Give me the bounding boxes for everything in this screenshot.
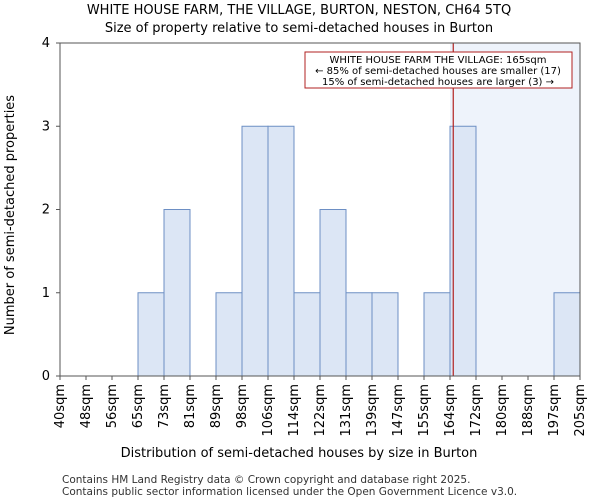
x-tick-label: 180sqm: [495, 384, 510, 437]
annotation-box: WHITE HOUSE FARM THE VILLAGE: 165sqm ← 8…: [304, 51, 573, 89]
y-tick-label: 1: [42, 286, 50, 301]
x-tick-label: 172sqm: [469, 384, 484, 437]
bar-139sqm: [371, 292, 399, 377]
x-tick-label: 197sqm: [547, 384, 562, 437]
chart-subtitle: Size of property relative to semi-detach…: [105, 21, 493, 36]
x-tick-label: 114sqm: [287, 384, 302, 437]
x-tick-label: 56sqm: [105, 384, 120, 428]
y-axis-label: Number of semi-detached properties: [3, 95, 18, 335]
bar-106sqm: [267, 125, 295, 377]
bar-114sqm: [293, 292, 321, 377]
bar-73sqm: [163, 209, 191, 377]
x-tick-label: 122sqm: [313, 384, 328, 437]
x-tick-label: 139sqm: [365, 384, 380, 437]
x-tick-label: 98sqm: [235, 384, 250, 428]
footer-line-2: Contains public sector information licen…: [62, 486, 517, 498]
x-tick-label: 155sqm: [417, 384, 432, 437]
y-tick-label: 2: [42, 203, 50, 218]
x-tick-label: 106sqm: [261, 384, 276, 437]
bar-98sqm: [241, 125, 269, 377]
bar-164sqm: [449, 125, 477, 377]
chart-title: WHITE HOUSE FARM, THE VILLAGE, BURTON, N…: [87, 3, 511, 18]
y-tick-label: 3: [42, 119, 50, 134]
bar-155sqm: [423, 292, 451, 377]
bar-65sqm: [137, 292, 165, 377]
y-tick-label: 0: [42, 369, 50, 384]
footer-line-1: Contains HM Land Registry data © Crown c…: [62, 474, 470, 486]
x-tick-label: 48sqm: [79, 384, 94, 428]
bar-131sqm: [345, 292, 373, 377]
y-tick-label: 4: [42, 36, 50, 51]
bar-197sqm: [553, 292, 581, 377]
annotation-line-1: WHITE HOUSE FARM THE VILLAGE: 165sqm: [330, 55, 547, 66]
x-tick-label: 65sqm: [131, 384, 146, 428]
x-tick-label: 147sqm: [391, 384, 406, 437]
bar-122sqm: [319, 209, 347, 377]
annotation-line-2: ← 85% of semi-detached houses are smalle…: [315, 66, 561, 77]
x-tick-label: 164sqm: [443, 384, 458, 437]
bar-89sqm: [215, 292, 243, 377]
x-tick-label: 81sqm: [183, 384, 198, 428]
annotation-line-3: 15% of semi-detached houses are larger (…: [322, 77, 554, 88]
x-tick-label: 73sqm: [157, 384, 172, 428]
x-tick-label: 205sqm: [573, 384, 588, 437]
x-axis-label: Distribution of semi-detached houses by …: [121, 446, 478, 461]
x-tick-label: 188sqm: [521, 384, 536, 437]
x-tick-label: 40sqm: [53, 384, 68, 428]
x-tick-label: 131sqm: [339, 384, 354, 437]
x-tick-label: 89sqm: [209, 384, 224, 428]
